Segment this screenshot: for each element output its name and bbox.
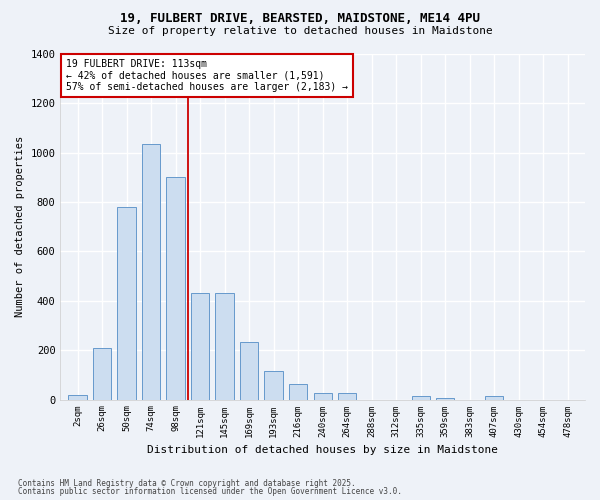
Bar: [93, 348, 111, 400]
Bar: [338, 394, 356, 400]
Text: 19 FULBERT DRIVE: 113sqm
← 42% of detached houses are smaller (1,591)
57% of sem: 19 FULBERT DRIVE: 113sqm ← 42% of detach…: [65, 59, 347, 92]
Text: Contains HM Land Registry data © Crown copyright and database right 2025.: Contains HM Land Registry data © Crown c…: [18, 478, 356, 488]
Bar: [289, 384, 307, 400]
Bar: [265, 371, 283, 400]
Bar: [68, 394, 87, 400]
Bar: [485, 396, 503, 400]
Bar: [412, 396, 430, 400]
Text: 19, FULBERT DRIVE, BEARSTED, MAIDSTONE, ME14 4PU: 19, FULBERT DRIVE, BEARSTED, MAIDSTONE, …: [120, 12, 480, 26]
Text: Size of property relative to detached houses in Maidstone: Size of property relative to detached ho…: [107, 26, 493, 36]
Bar: [166, 178, 185, 400]
Text: Contains public sector information licensed under the Open Government Licence v3: Contains public sector information licen…: [18, 487, 402, 496]
Bar: [240, 342, 259, 400]
Bar: [215, 294, 234, 400]
Y-axis label: Number of detached properties: Number of detached properties: [15, 136, 25, 318]
Bar: [191, 294, 209, 400]
Bar: [142, 144, 160, 400]
X-axis label: Distribution of detached houses by size in Maidstone: Distribution of detached houses by size …: [147, 445, 498, 455]
Bar: [314, 394, 332, 400]
Bar: [118, 207, 136, 400]
Bar: [436, 398, 454, 400]
